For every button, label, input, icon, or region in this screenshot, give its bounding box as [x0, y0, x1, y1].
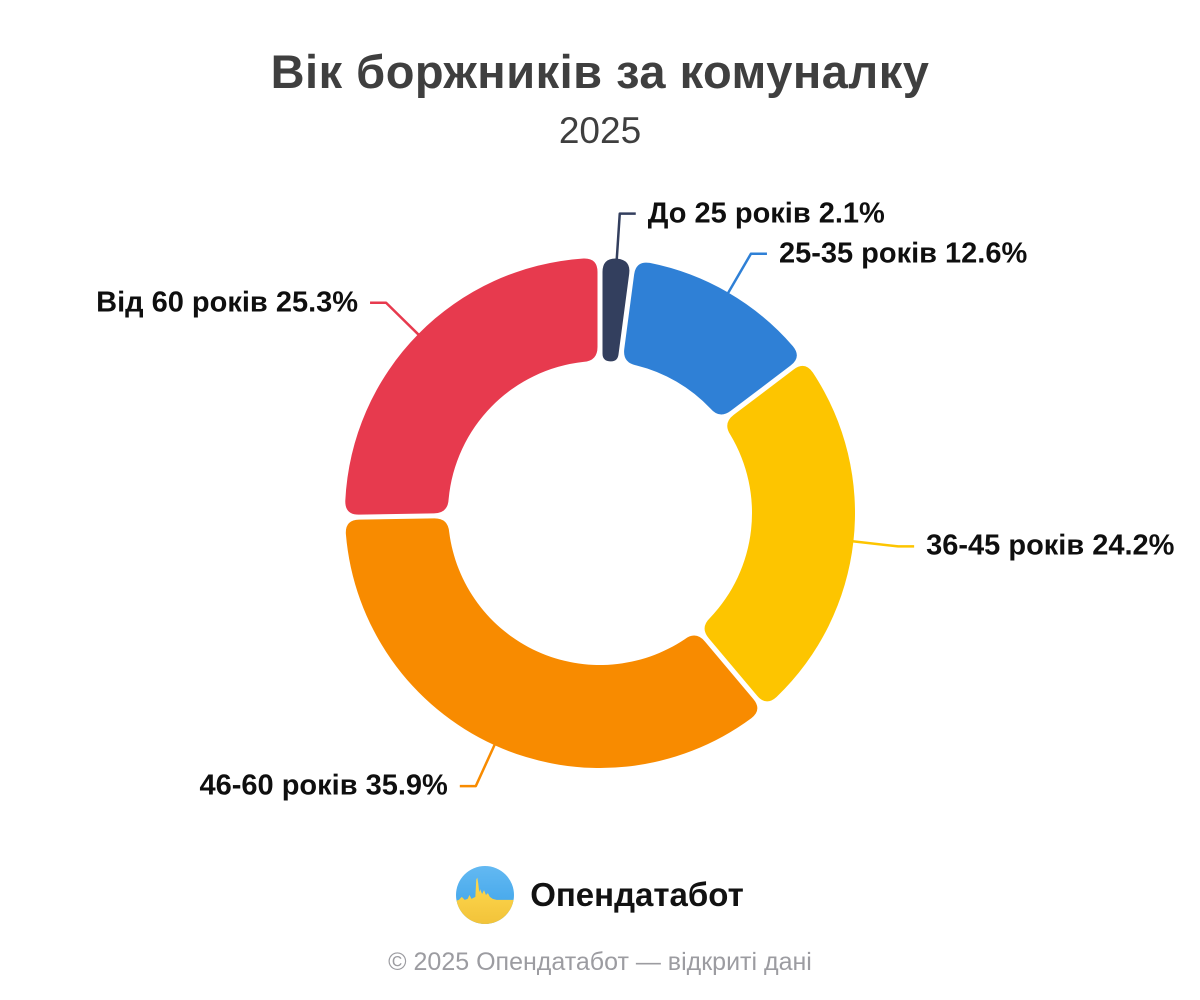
opendatabot-logo: Опендатабот: [0, 866, 1200, 924]
leader-line-1: [726, 252, 767, 295]
slice-label-46-60: 46-60 років 35.9%: [199, 769, 448, 802]
leader-line-2: [852, 539, 915, 548]
donut-slice-0: [602, 258, 630, 362]
chart-subtitle: 2025: [558, 110, 642, 151]
donut-slice-3: [345, 518, 758, 769]
slice-label-over-60: Від 60 років 25.3%: [96, 286, 359, 319]
opendatabot-logo-text: Опендатабот: [530, 876, 744, 913]
slice-label-36-45: 36-45 років 24.2%: [926, 529, 1175, 562]
leader-line-0: [615, 212, 636, 260]
opendatabot-flag-pulse-icon: [456, 866, 515, 924]
leader-line-3: [459, 743, 496, 788]
donut-slice-4: [345, 258, 598, 515]
slice-label-under-25: До 25 років 2.1%: [647, 197, 885, 230]
leader-line-4: [370, 301, 420, 336]
slice-label-25-35: 25-35 років 12.6%: [778, 237, 1028, 270]
donut-slice-2: [704, 365, 856, 702]
copyright-text: © 2025 Опендатабот — відкриті дані: [388, 948, 812, 976]
chart-title: Вік боржників за комуналку: [270, 45, 930, 98]
donut-slice-1: [624, 262, 797, 415]
